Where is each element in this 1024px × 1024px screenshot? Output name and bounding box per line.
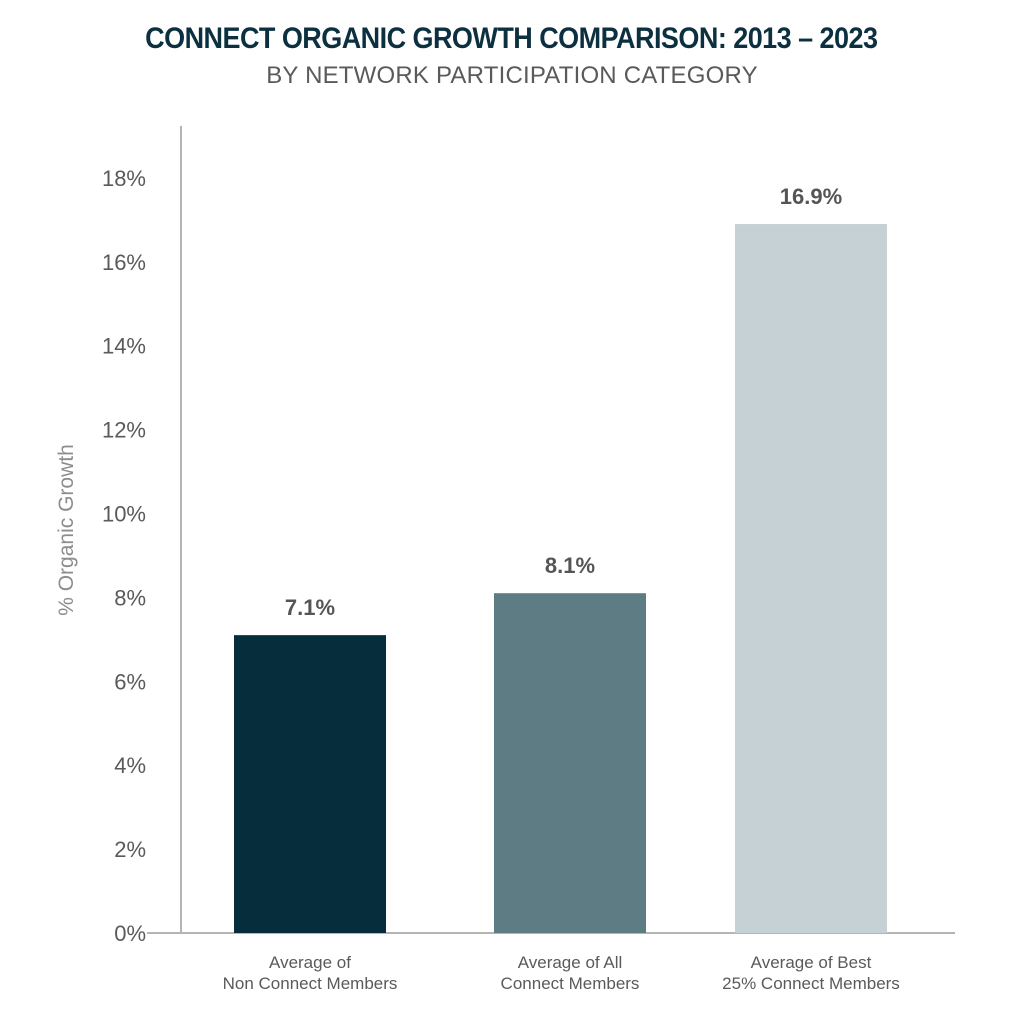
y-tick-label: 0% [114, 921, 146, 946]
x-category-label: Average of Best [751, 953, 872, 972]
y-tick-label: 14% [102, 334, 146, 359]
x-category-label: Non Connect Members [223, 974, 398, 993]
x-category-label: Average of [269, 953, 351, 972]
y-tick-label: 16% [102, 250, 146, 275]
bar [735, 224, 887, 934]
data-label: 16.9% [780, 184, 842, 209]
y-tick-label: 8% [114, 585, 146, 610]
x-category-label: Connect Members [501, 974, 640, 993]
y-axis-label: % Organic Growth [55, 444, 78, 616]
y-tick-label: 4% [114, 753, 146, 778]
y-tick-label: 2% [114, 837, 146, 862]
x-category-label: 25% Connect Members [722, 974, 900, 993]
data-label: 8.1% [545, 553, 595, 578]
bar [234, 635, 386, 933]
chart-subtitle: BY NETWORK PARTICIPATION CATEGORY [266, 62, 758, 89]
bar [494, 593, 646, 933]
x-category-label: Average of All [518, 953, 623, 972]
y-tick-label: 12% [102, 418, 146, 443]
y-tick-label: 10% [102, 502, 146, 527]
data-label: 7.1% [285, 595, 335, 620]
y-tick-label: 18% [102, 166, 146, 191]
y-tick-label: 6% [114, 669, 146, 694]
chart-title: CONNECT ORGANIC GROWTH COMPARISON: 2013 … [145, 22, 878, 55]
